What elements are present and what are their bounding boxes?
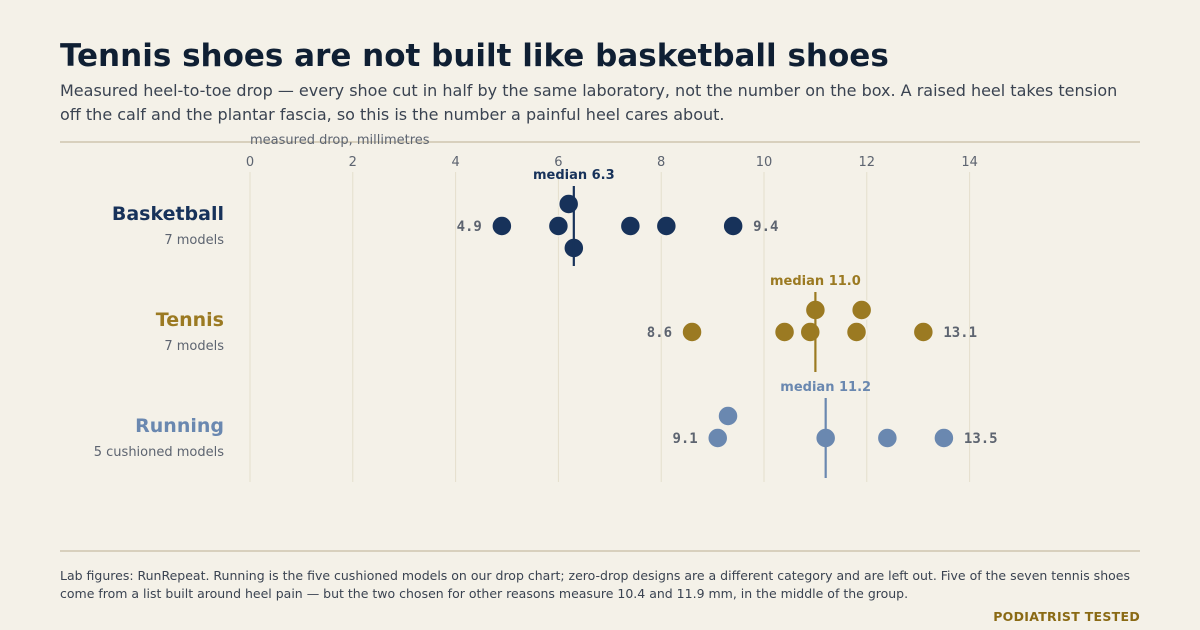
series-label: Tennis xyxy=(156,309,224,331)
top-divider xyxy=(60,141,1140,143)
data-point xyxy=(717,405,739,427)
data-point xyxy=(876,427,899,449)
bottom-divider xyxy=(60,550,1140,552)
data-point xyxy=(773,321,796,343)
median-label: median 6.3 xyxy=(533,168,615,183)
max-value-label: 13.5 xyxy=(964,431,998,447)
x-tick-label: 12 xyxy=(859,155,876,170)
brand-label: PODIATRIST TESTED xyxy=(993,609,1140,624)
data-point xyxy=(722,215,744,237)
chart-subtitle: Measured heel-to-toe drop — every shoe c… xyxy=(60,81,1118,124)
max-value-label: 13.1 xyxy=(943,325,977,341)
series-sublabel: 5 cushioned models xyxy=(94,445,224,460)
data-point xyxy=(619,215,642,237)
series-sublabel: 7 models xyxy=(164,233,224,248)
max-value-label: 9.4 xyxy=(753,219,778,235)
x-tick-label: 2 xyxy=(349,155,357,170)
x-axis-label: measured drop, millimetres xyxy=(250,133,430,148)
data-point xyxy=(547,215,570,237)
min-value-label: 4.9 xyxy=(457,219,482,235)
footnote: Lab figures: RunRepeat. Running is the f… xyxy=(60,568,1130,601)
data-point xyxy=(706,427,729,449)
data-point xyxy=(912,321,935,343)
x-tick-label: 6 xyxy=(554,155,562,170)
min-value-label: 8.6 xyxy=(647,325,672,341)
data-point xyxy=(850,299,873,321)
x-tick-label: 8 xyxy=(657,155,665,170)
median-label: median 11.0 xyxy=(770,274,861,289)
chart-title: Tennis shoes are not built like basketba… xyxy=(60,38,889,74)
series-sublabel: 7 models xyxy=(164,339,224,354)
median-label: median 11.2 xyxy=(780,380,871,395)
data-point xyxy=(557,193,580,215)
data-point xyxy=(655,215,678,237)
series-label: Basketball xyxy=(112,203,224,225)
data-point xyxy=(933,427,955,449)
series-label: Running xyxy=(135,415,224,437)
min-value-label: 9.1 xyxy=(672,431,697,447)
x-tick-label: 4 xyxy=(451,155,459,170)
data-point xyxy=(491,215,513,237)
x-tick-label: 10 xyxy=(756,155,773,170)
x-tick-label: 14 xyxy=(961,155,978,170)
data-point xyxy=(799,321,822,343)
data-point xyxy=(845,321,868,343)
data-point xyxy=(681,321,703,343)
x-tick-label: 0 xyxy=(246,155,254,170)
